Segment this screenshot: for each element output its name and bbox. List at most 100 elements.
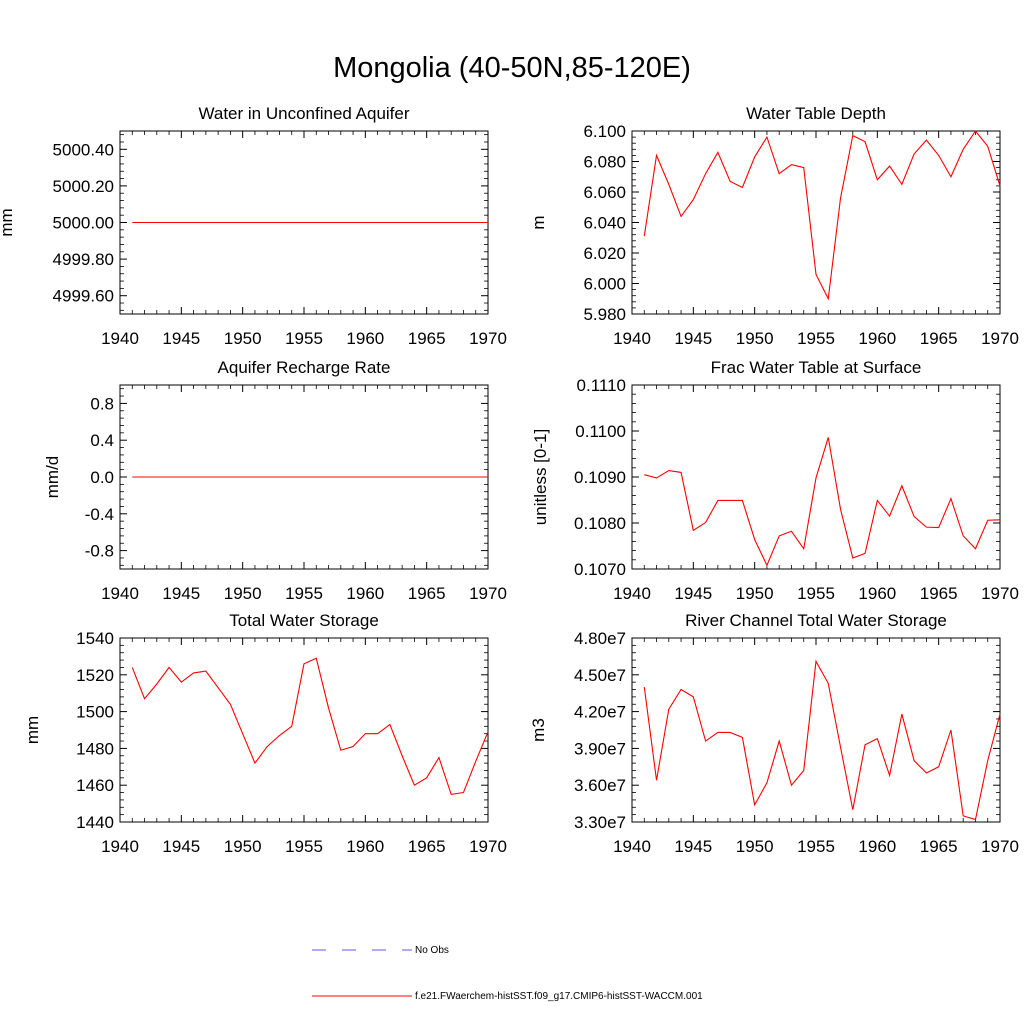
y-tick-label: 0.4 bbox=[90, 431, 114, 450]
x-tick-label: 1960 bbox=[858, 584, 896, 603]
y-tick-label: 3.90e7 bbox=[574, 739, 626, 758]
x-tick-label: 1945 bbox=[674, 837, 712, 856]
y-tick-label: 0.0 bbox=[90, 468, 114, 487]
chart-panel-2: Water Table Depth m 1940 1945 1950 1955 1960 19… bbox=[529, 104, 1019, 348]
x-tick-label: 1970 bbox=[469, 837, 507, 856]
x-tick-label: 1965 bbox=[408, 584, 446, 603]
x-tick-label: 1965 bbox=[920, 837, 958, 856]
y-tick-label: 4.50e7 bbox=[574, 666, 626, 685]
x-tick-label: 1955 bbox=[285, 837, 323, 856]
y-axis-label: mm bbox=[23, 716, 42, 744]
y-tick-label: 0.1100 bbox=[575, 422, 626, 441]
y-axis-label: m bbox=[529, 215, 548, 229]
x-tick-label: 1950 bbox=[224, 584, 262, 603]
y-tick-label: 5000.00 bbox=[53, 214, 114, 233]
x-tick-label: 1970 bbox=[469, 584, 507, 603]
y-tick-label: 1500 bbox=[76, 703, 114, 722]
series-line bbox=[643, 130, 1001, 301]
chart-title: Water Table Depth bbox=[746, 104, 886, 123]
y-tick-label: 5000.20 bbox=[53, 177, 114, 196]
y-tick-label: -0.4 bbox=[85, 505, 114, 524]
y-axis-label: mm bbox=[0, 208, 16, 236]
chart-panel-5: Total Water Storage mm 1940 1945 1950 1955 196… bbox=[23, 611, 507, 856]
x-tick-label: 1945 bbox=[674, 329, 712, 348]
x-tick-label: 1945 bbox=[162, 329, 200, 348]
y-tick-label: 1480 bbox=[76, 739, 114, 758]
x-tick-label: 1960 bbox=[346, 837, 384, 856]
y-tick-label: 0.1070 bbox=[574, 560, 626, 579]
legend-label-model: f.e21.FWaerchem-histSST.f09_g17.CMIP6-hi… bbox=[415, 991, 703, 1002]
y-tick-label: 6.060 bbox=[583, 183, 626, 202]
y-axis-label: mm/d bbox=[43, 456, 62, 499]
x-tick-label: 1940 bbox=[613, 329, 651, 348]
y-tick-label: 3.30e7 bbox=[574, 813, 626, 832]
y-tick-label: 1460 bbox=[76, 776, 114, 795]
y-tick-label: 4999.60 bbox=[53, 287, 114, 306]
x-tick-label: 1955 bbox=[797, 837, 835, 856]
x-tick-label: 1940 bbox=[613, 837, 651, 856]
legend-label-no-obs: No Obs bbox=[415, 945, 449, 956]
x-tick-label: 1955 bbox=[797, 329, 835, 348]
x-tick-label: 1960 bbox=[346, 329, 384, 348]
y-tick-label: 1540 bbox=[76, 629, 114, 648]
y-tick-label: 6.100 bbox=[583, 122, 626, 141]
x-tick-label: 1970 bbox=[981, 329, 1019, 348]
y-tick-label: 0.1110 bbox=[577, 376, 626, 395]
x-tick-label: 1940 bbox=[101, 584, 139, 603]
y-tick-label: 4.20e7 bbox=[574, 703, 626, 722]
figure-title: Mongolia (40-50N,85-120E) bbox=[333, 52, 691, 84]
y-tick-label: 6.000 bbox=[583, 275, 626, 294]
x-tick-label: 1960 bbox=[858, 837, 896, 856]
x-tick-label: 1945 bbox=[674, 584, 712, 603]
chart-panel-6: River Channel Total Water Storage m3 1940 1… bbox=[529, 611, 1019, 856]
x-tick-label: 1945 bbox=[162, 837, 200, 856]
y-tick-label: 4999.80 bbox=[53, 250, 114, 269]
y-tick-label: 1440 bbox=[76, 813, 114, 832]
x-tick-label: 1965 bbox=[408, 329, 446, 348]
x-tick-label: 1950 bbox=[736, 837, 774, 856]
chart-title: Total Water Storage bbox=[229, 611, 379, 630]
chart-title: Frac Water Table at Surface bbox=[711, 358, 922, 377]
y-tick-label: 1520 bbox=[76, 666, 114, 685]
x-tick-label: 1945 bbox=[162, 584, 200, 603]
series-line bbox=[644, 437, 1001, 567]
x-tick-label: 1950 bbox=[736, 584, 774, 603]
x-tick-label: 1965 bbox=[920, 584, 958, 603]
y-tick-label: -0.8 bbox=[85, 542, 114, 561]
chart-title: Aquifer Recharge Rate bbox=[218, 358, 391, 377]
chart-panel-4: Frac Water Table at Surface unitless [0-1… bbox=[531, 358, 1019, 603]
y-axis-label: m3 bbox=[529, 718, 548, 742]
x-tick-label: 1970 bbox=[981, 837, 1019, 856]
chart-panel-3: Aquifer Recharge Rate mm/d 1940 1945 1950 195… bbox=[43, 358, 507, 603]
y-tick-label: 0.1080 bbox=[574, 514, 626, 533]
y-tick-label: 0.1090 bbox=[574, 468, 626, 487]
x-tick-label: 1950 bbox=[224, 837, 262, 856]
panels: Water in Unconfined Aquifer mm 1940 1945 195… bbox=[0, 104, 1019, 856]
x-tick-label: 1970 bbox=[469, 329, 507, 348]
x-tick-label: 1960 bbox=[346, 584, 384, 603]
series-line bbox=[131, 657, 489, 796]
y-axis-label: unitless [0-1] bbox=[531, 429, 550, 525]
x-tick-label: 1950 bbox=[736, 329, 774, 348]
y-tick-label: 6.080 bbox=[583, 153, 626, 172]
y-tick-label: 5.980 bbox=[583, 305, 626, 324]
x-tick-label: 1940 bbox=[101, 329, 139, 348]
x-tick-label: 1955 bbox=[285, 584, 323, 603]
series-line bbox=[643, 659, 1001, 821]
y-tick-label: 0.8 bbox=[90, 394, 114, 413]
y-tick-label: 3.60e7 bbox=[574, 776, 626, 795]
chart-title: Water in Unconfined Aquifer bbox=[198, 104, 409, 123]
plot-frame bbox=[631, 130, 1001, 315]
x-tick-label: 1940 bbox=[101, 837, 139, 856]
x-tick-label: 1970 bbox=[981, 584, 1019, 603]
x-tick-label: 1965 bbox=[920, 329, 958, 348]
x-tick-label: 1955 bbox=[797, 584, 835, 603]
x-tick-label: 1960 bbox=[858, 329, 896, 348]
x-tick-label: 1965 bbox=[408, 837, 446, 856]
y-tick-label: 6.040 bbox=[583, 214, 626, 233]
y-tick-label: 5000.40 bbox=[53, 140, 114, 159]
chart-panel-1: Water in Unconfined Aquifer mm 1940 1945 195… bbox=[0, 104, 507, 348]
legend: No Obs f.e21.FWaerchem-histSST.f09_g17.C… bbox=[312, 945, 703, 1002]
y-tick-label: 4.80e7 bbox=[574, 629, 626, 648]
